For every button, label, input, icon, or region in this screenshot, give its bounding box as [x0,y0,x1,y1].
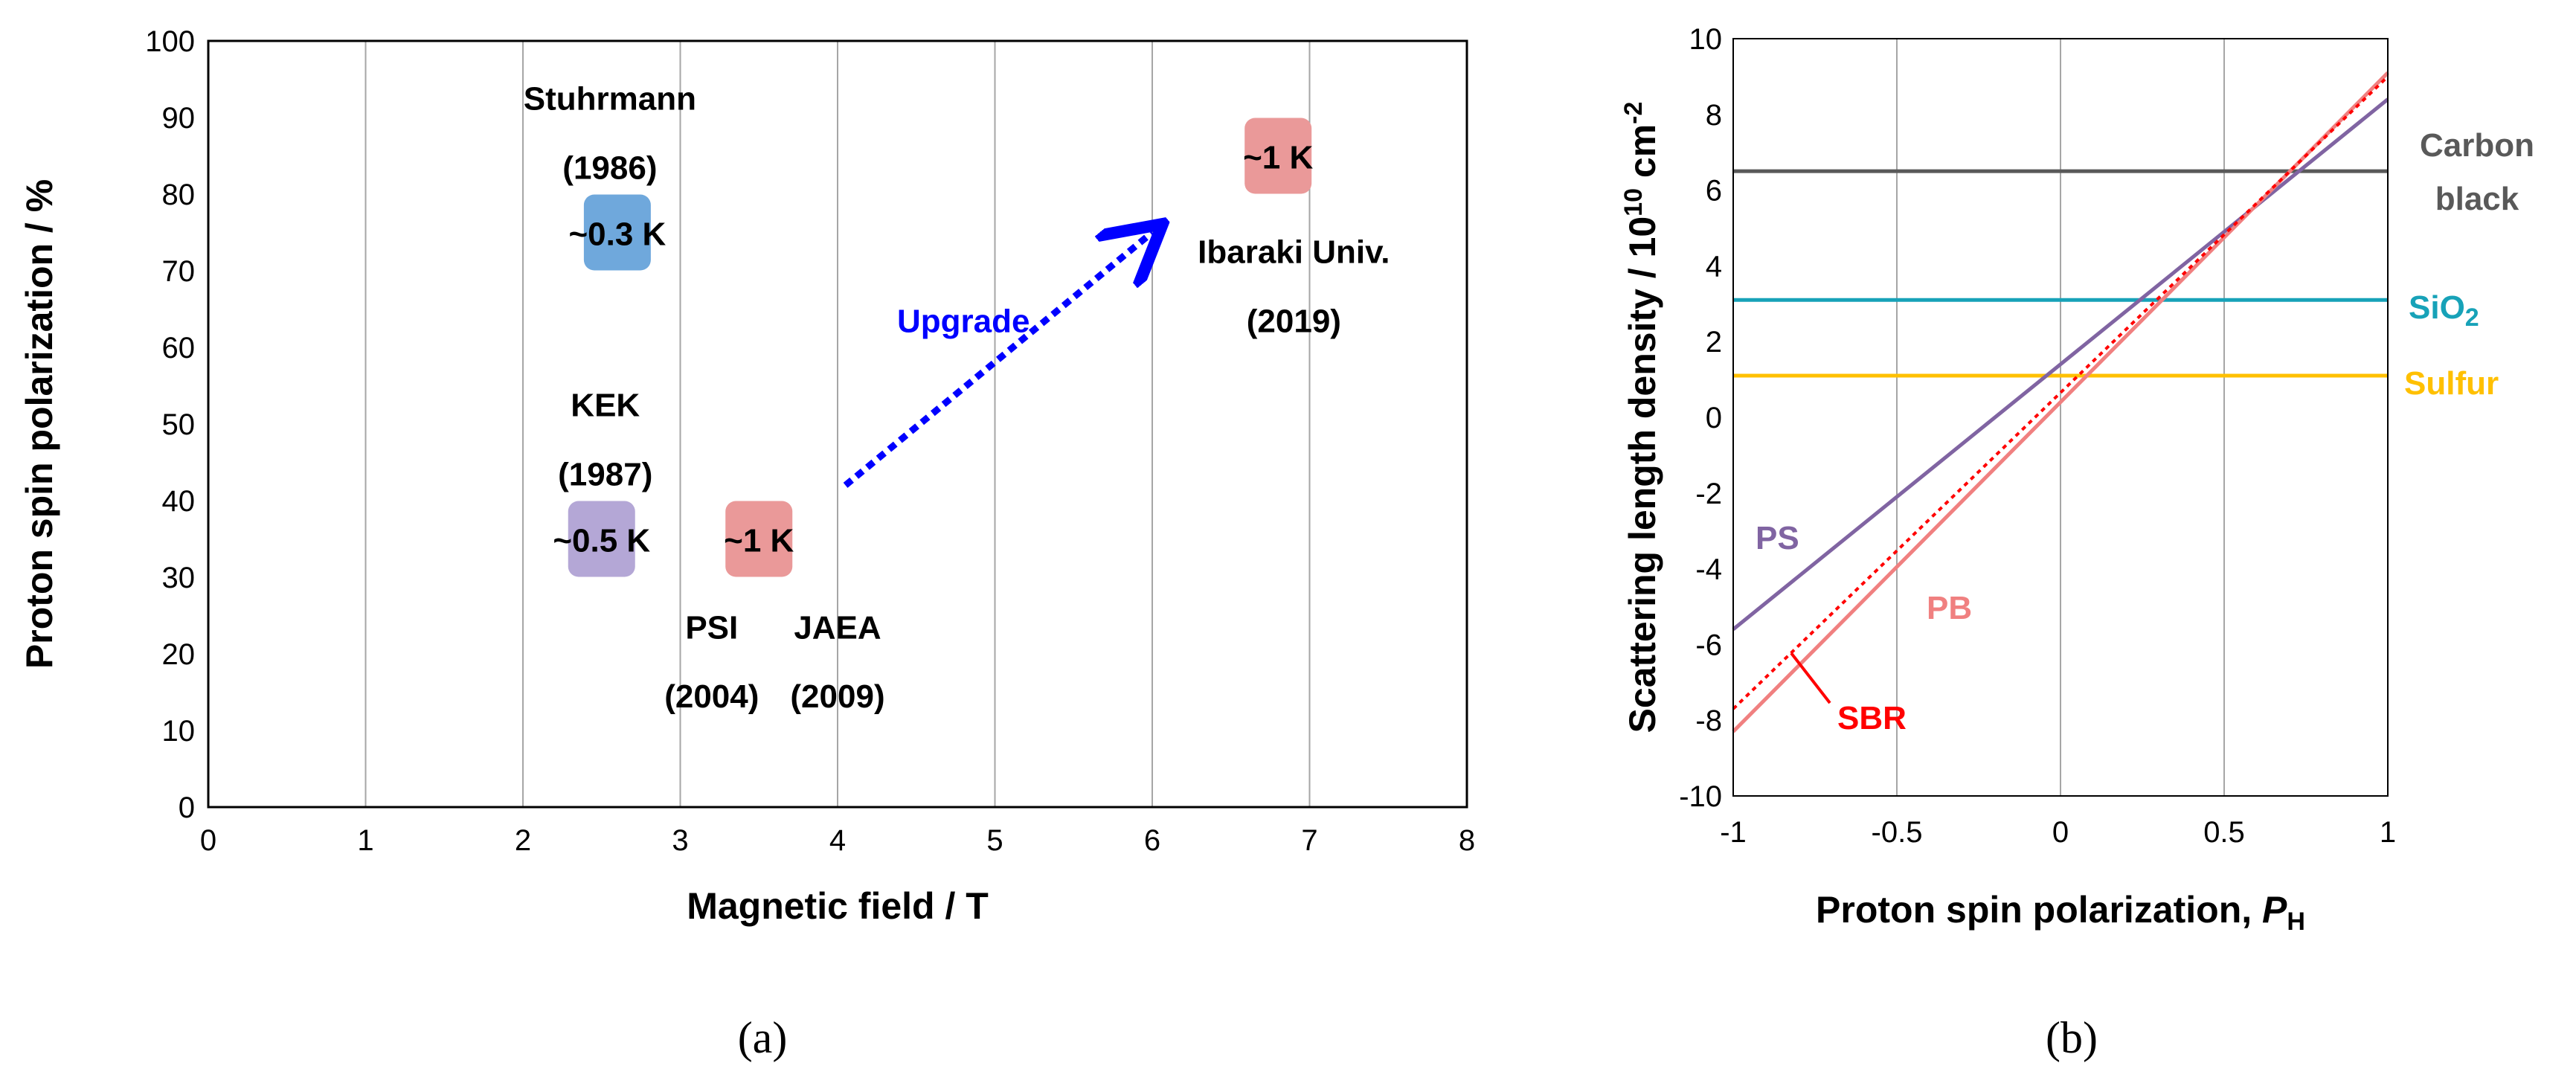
chart-a-annotation-jaea-year: (2009) [790,678,884,715]
chart-a-point-kek [568,501,635,577]
chart-a-annotation-ibaraki-year: (2019) [1247,303,1341,339]
chart-b-y-tick: 8 [1706,99,1722,132]
chart-a-y-tick: 50 [162,408,196,441]
chart-b-x-tick: -1 [1720,816,1747,849]
chart-a-x-tick: 8 [1459,824,1475,857]
chart-b-label-sio2-base: SiO [2409,289,2465,326]
chart-a-x-tick: 5 [986,824,1003,857]
chart-a-point-label: ~0.3 K [568,216,666,253]
chart-b-y-axis-label-unit-exponent: -2 [1619,102,1648,124]
chart-b-x-axis-label: Proton spin polarization, PH [1816,889,2305,936]
chart-b-x-tick-labels: -1 -0.5 0 0.5 1 [1720,816,2396,849]
chart-a-upgrade-arrow [843,233,1152,488]
chart-b-x-tick: -0.5 [1872,816,1923,849]
chart-a-annotation-kek-name: KEK [571,388,640,424]
chart-a-panel-label: (a) [738,1013,788,1062]
chart-b-y-tick: 4 [1706,250,1722,283]
chart-a-annotation-psi-year: (2004) [664,678,759,715]
chart-b-y-tick: 0 [1706,402,1722,434]
chart-a-upgrade-label: Upgrade [897,303,1030,339]
chart-b-label-ps: PS [1756,520,1799,556]
chart-b-label-sio2-subscript: 2 [2465,303,2479,332]
chart-a-x-tick: 2 [515,824,531,857]
chart-a-y-tick: 100 [145,25,195,58]
chart-b-label-carbon-black-line2: black [2435,181,2519,217]
chart-b-sbr-leader-line [1790,652,1831,704]
chart-b-y-tick: -4 [1695,553,1722,586]
chart-b-series-lines [1732,71,2389,733]
chart-a-y-tick: 10 [162,715,196,748]
chart-b-plot-area [1732,38,2389,797]
chart-b-x-axis-label-subscript: H [2287,908,2305,936]
chart-b-y-tick: -8 [1695,704,1722,737]
chart-a-x-tick: 7 [1301,824,1317,857]
chart-a-point-psi [725,501,793,577]
chart-a-plot-area [207,39,1468,809]
chart-b-y-tick-labels: -10 -8 -6 -4 -2 0 2 4 6 8 10 [1679,23,1722,813]
chart-a-x-tick: 1 [357,824,373,857]
chart-a-y-tick: 60 [162,332,196,364]
chart-b-y-axis-label-unit: cm [1622,124,1663,188]
chart-a-y-tick: 0 [179,791,195,824]
chart-a-point-label: ~1 K [1243,140,1313,176]
chart-a-y-tick-labels: 0 10 20 30 40 50 60 70 80 90 100 [145,25,195,824]
chart-b-y-axis-label: Scattering length density / 1010 cm-2 [1619,102,1663,733]
chart-b-label-carbon-black-line1: Carbon [2420,127,2534,164]
chart-a: 0 1 2 3 4 5 6 7 8 0 10 20 30 40 50 60 70 80 90 100 Magneti… [19,25,1475,1062]
chart-b-series-ps [1732,97,2389,631]
chart-a-x-tick: 0 [200,824,216,857]
chart-a-x-tick: 6 [1144,824,1160,857]
chart-b-label-sbr: SBR [1837,700,1907,736]
chart-b-y-tick: -10 [1679,780,1722,813]
chart-a-annotation-stuhrmann-year: (1986) [562,150,657,186]
chart-b-y-tick: 2 [1706,326,1722,359]
chart-b: -1 -0.5 0 0.5 1 -10 -8 -6 -4 -2 0 2 4 6 8 10 Proton sp… [1619,23,2534,1062]
chart-a-y-tick: 30 [162,562,196,594]
chart-a-points: ~0.3 K ~0.5 K ~1 K ~1 K [553,118,1314,577]
chart-a-x-tick: 3 [672,824,688,857]
chart-a-x-tick-labels: 0 1 2 3 4 5 6 7 8 [200,824,1475,857]
chart-b-y-axis-label-text: Scattering length density / 10 [1622,216,1663,733]
chart-a-point-label: ~0.5 K [553,523,650,559]
chart-a-y-tick: 40 [162,485,196,518]
chart-a-y-tick: 70 [162,255,196,288]
chart-a-x-axis-label: Magnetic field / T [687,885,989,927]
chart-a-point-stuhrmann [583,194,651,271]
chart-a-y-tick: 20 [162,638,196,671]
chart-b-x-tick: 0.5 [2203,816,2245,849]
chart-a-annotation-jaea-name: JAEA [794,609,881,646]
chart-a-point-label: ~1 K [724,523,794,559]
chart-b-y-axis-label-exponent: 10 [1619,188,1648,216]
chart-b-y-tick: -6 [1695,629,1722,661]
chart-b-label-sulfur: Sulfur [2404,365,2499,402]
chart-a-y-tick: 80 [162,179,196,211]
chart-a-annotation-ibaraki-name: Ibaraki Univ. [1198,234,1390,271]
chart-a-y-tick: 90 [162,102,196,135]
chart-a-y-axis-label: Proton spin polarization / % [19,179,60,669]
chart-b-y-tick: -2 [1695,478,1722,510]
chart-b-y-tick: 6 [1706,175,1722,208]
chart-b-label-sio2: SiO2 [2409,289,2479,332]
chart-a-annotation-psi-name: PSI [685,609,738,646]
chart-b-gridlines [1896,39,2225,796]
chart-a-x-tick: 4 [829,824,846,857]
chart-a-annotation-kek-year: (1987) [558,456,652,492]
chart-b-x-tick: 1 [2380,816,2396,849]
chart-b-label-pb: PB [1927,590,1972,626]
chart-a-point-ibaraki-univ- [1244,118,1312,194]
chart-a-annotation-stuhrmann-name: Stuhrmann [524,81,696,118]
chart-b-y-tick: 10 [1689,23,1723,56]
chart-b-x-tick: 0 [2052,816,2069,849]
chart-b-x-axis-label-text: Proton spin polarization, [1816,889,2262,931]
chart-b-panel-label: (b) [2046,1013,2098,1062]
chart-b-series-pb [1732,71,2389,733]
chart-b-x-axis-label-italic: P [2262,889,2287,931]
